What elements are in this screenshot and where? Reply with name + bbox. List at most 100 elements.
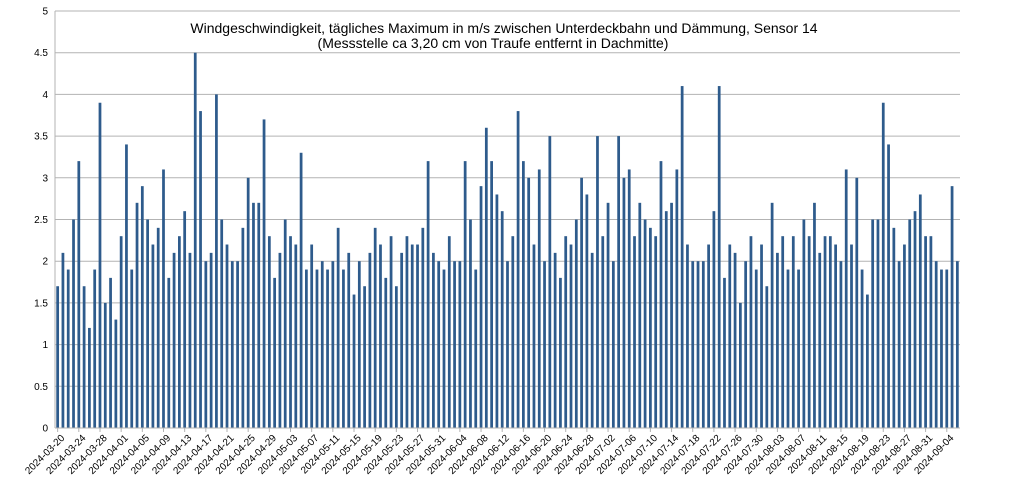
bar xyxy=(950,186,954,428)
y-tick-label: 5 xyxy=(42,7,48,18)
bar xyxy=(442,269,446,428)
y-tick-label: 1 xyxy=(42,340,48,351)
bar xyxy=(130,269,134,428)
bar xyxy=(627,169,631,428)
bar xyxy=(172,252,176,428)
bar xyxy=(389,236,393,428)
chart-title: Windgeschwindigkeit, tägliches Maximum i… xyxy=(190,20,817,36)
bar xyxy=(326,269,329,428)
bar xyxy=(437,261,441,428)
bar xyxy=(320,261,324,428)
bar xyxy=(670,202,673,428)
bar xyxy=(230,261,234,428)
bar xyxy=(220,219,224,428)
bar xyxy=(908,219,912,428)
bar xyxy=(881,102,885,429)
bar xyxy=(686,244,689,428)
bar xyxy=(701,261,705,428)
bar xyxy=(135,202,139,428)
bar xyxy=(876,219,880,428)
bar xyxy=(188,252,192,428)
bar xyxy=(400,252,404,428)
bar xyxy=(813,202,816,428)
bar xyxy=(828,236,832,428)
y-tick-label: 0 xyxy=(42,424,48,435)
bar xyxy=(934,261,938,428)
bar xyxy=(119,236,123,428)
y-tick-label: 3.5 xyxy=(34,132,48,143)
bar xyxy=(77,161,81,428)
bar xyxy=(474,269,478,428)
bar xyxy=(532,244,536,428)
bar xyxy=(786,269,790,428)
bar xyxy=(866,294,869,428)
bar xyxy=(315,269,319,428)
bar xyxy=(347,252,351,428)
bar xyxy=(151,244,155,428)
y-tick-labels: 0 0.5 1 1.5 2 2.5 3 3.5 4 4.5 5 xyxy=(34,7,48,435)
bar xyxy=(516,111,520,428)
bar xyxy=(511,236,515,428)
bar xyxy=(574,219,578,428)
bar xyxy=(940,269,943,428)
bar xyxy=(236,261,239,428)
bar xyxy=(88,327,91,428)
bar xyxy=(707,244,710,428)
bar xyxy=(860,269,864,428)
bar xyxy=(479,186,483,428)
bar xyxy=(596,136,599,428)
bar xyxy=(680,86,684,428)
bar xyxy=(738,302,742,428)
bar xyxy=(654,236,658,428)
bar xyxy=(553,252,557,428)
bar xyxy=(887,144,890,428)
bar xyxy=(363,286,366,428)
bar xyxy=(585,194,589,428)
bar xyxy=(167,277,171,428)
bar xyxy=(394,286,398,428)
bar xyxy=(522,161,525,428)
bar xyxy=(209,252,213,428)
bar xyxy=(537,169,541,428)
y-tick-label: 2 xyxy=(42,257,48,268)
chart-subtitle: (Messstelle ca 3,20 cm von Traufe entfer… xyxy=(318,35,669,51)
bar xyxy=(146,219,149,428)
bar xyxy=(453,261,456,428)
bar xyxy=(178,236,181,428)
bar xyxy=(310,244,314,428)
bar xyxy=(839,261,843,428)
bar xyxy=(458,261,462,428)
bar xyxy=(352,294,356,428)
bar xyxy=(564,236,568,428)
bar xyxy=(405,236,409,428)
bar xyxy=(262,119,266,429)
bar xyxy=(770,202,774,428)
bar xyxy=(416,244,419,428)
bar xyxy=(72,219,75,428)
bar xyxy=(278,252,282,428)
bar xyxy=(606,202,610,428)
bar xyxy=(590,252,594,428)
bar xyxy=(897,261,901,428)
bar xyxy=(527,177,531,428)
bar xyxy=(617,136,621,428)
bar xyxy=(765,286,769,428)
bar xyxy=(611,261,615,428)
bar xyxy=(432,252,435,428)
bar xyxy=(643,219,647,428)
bar xyxy=(802,219,806,428)
bar xyxy=(823,236,827,428)
bar xyxy=(267,236,271,428)
bar xyxy=(754,269,758,428)
bar xyxy=(183,211,187,428)
bar xyxy=(109,277,112,428)
bar xyxy=(580,177,583,428)
bar xyxy=(114,319,118,428)
bar xyxy=(945,269,949,428)
bar xyxy=(357,261,361,428)
bar xyxy=(215,94,218,429)
bar xyxy=(797,269,800,428)
bar xyxy=(903,244,906,428)
bar xyxy=(98,102,102,429)
